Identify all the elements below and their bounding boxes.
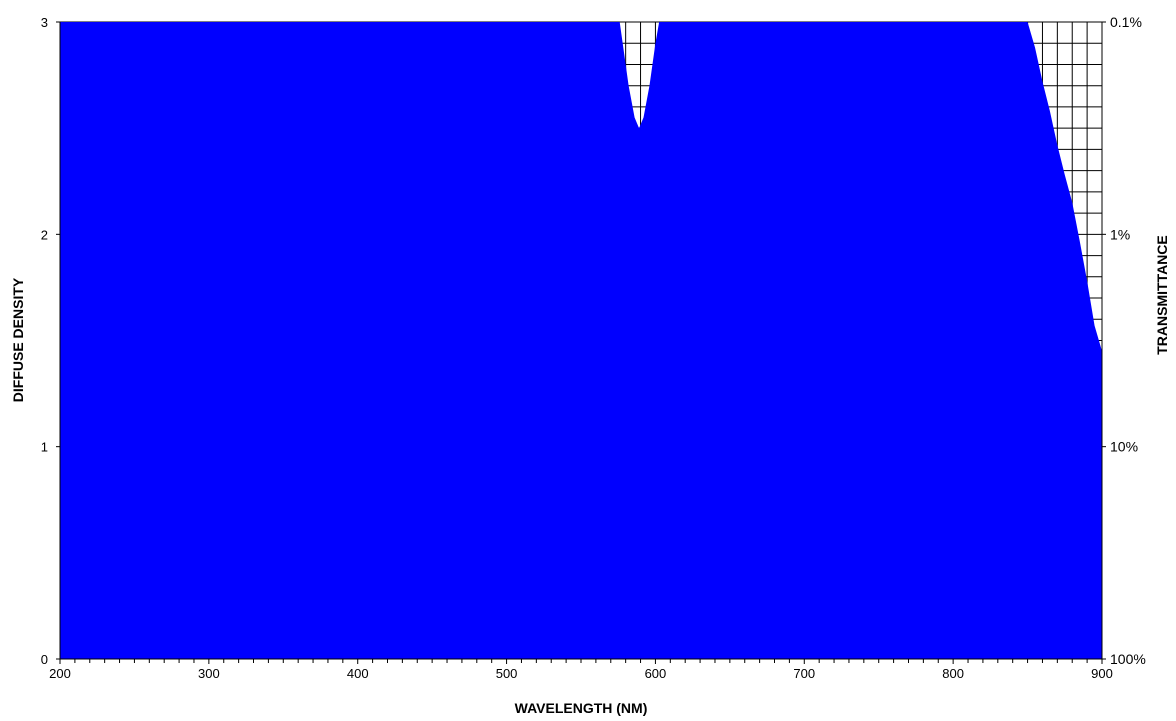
x-tick-label: 700 [793,666,815,681]
y-tick-label: 2 [41,227,48,242]
x-tick-label: 400 [347,666,369,681]
x-tick-label: 200 [49,666,71,681]
y2-tick-label: 10% [1110,439,1138,455]
y-tick-label: 1 [41,440,48,455]
plot-area [60,22,1102,659]
x-tick-label: 300 [198,666,220,681]
y2-tick-label: 1% [1110,226,1130,242]
y-axis-title: DIFFUSE DENSITY [10,277,26,402]
y2-tick-label: 100% [1110,651,1146,667]
tick-labels: 200 300 400 500 600 700 800 900 0 1 2 3 0.1% 1% 10% 100… [41,14,1146,681]
x-tick-label: 500 [496,666,518,681]
y-tick-label: 0 [41,652,48,667]
y2-axis-title: TRANSMITTANCE [1154,235,1170,355]
x-tick-label: 900 [1091,666,1113,681]
x-tick-label: 800 [942,666,964,681]
x-tick-label: 600 [645,666,667,681]
x-axis-title: WAVELENGTH (NM) [515,700,648,716]
ticks [56,21,1106,664]
y2-tick-label: 0.1% [1110,14,1142,30]
y-tick-label: 3 [41,15,48,30]
density-area [60,22,1102,659]
